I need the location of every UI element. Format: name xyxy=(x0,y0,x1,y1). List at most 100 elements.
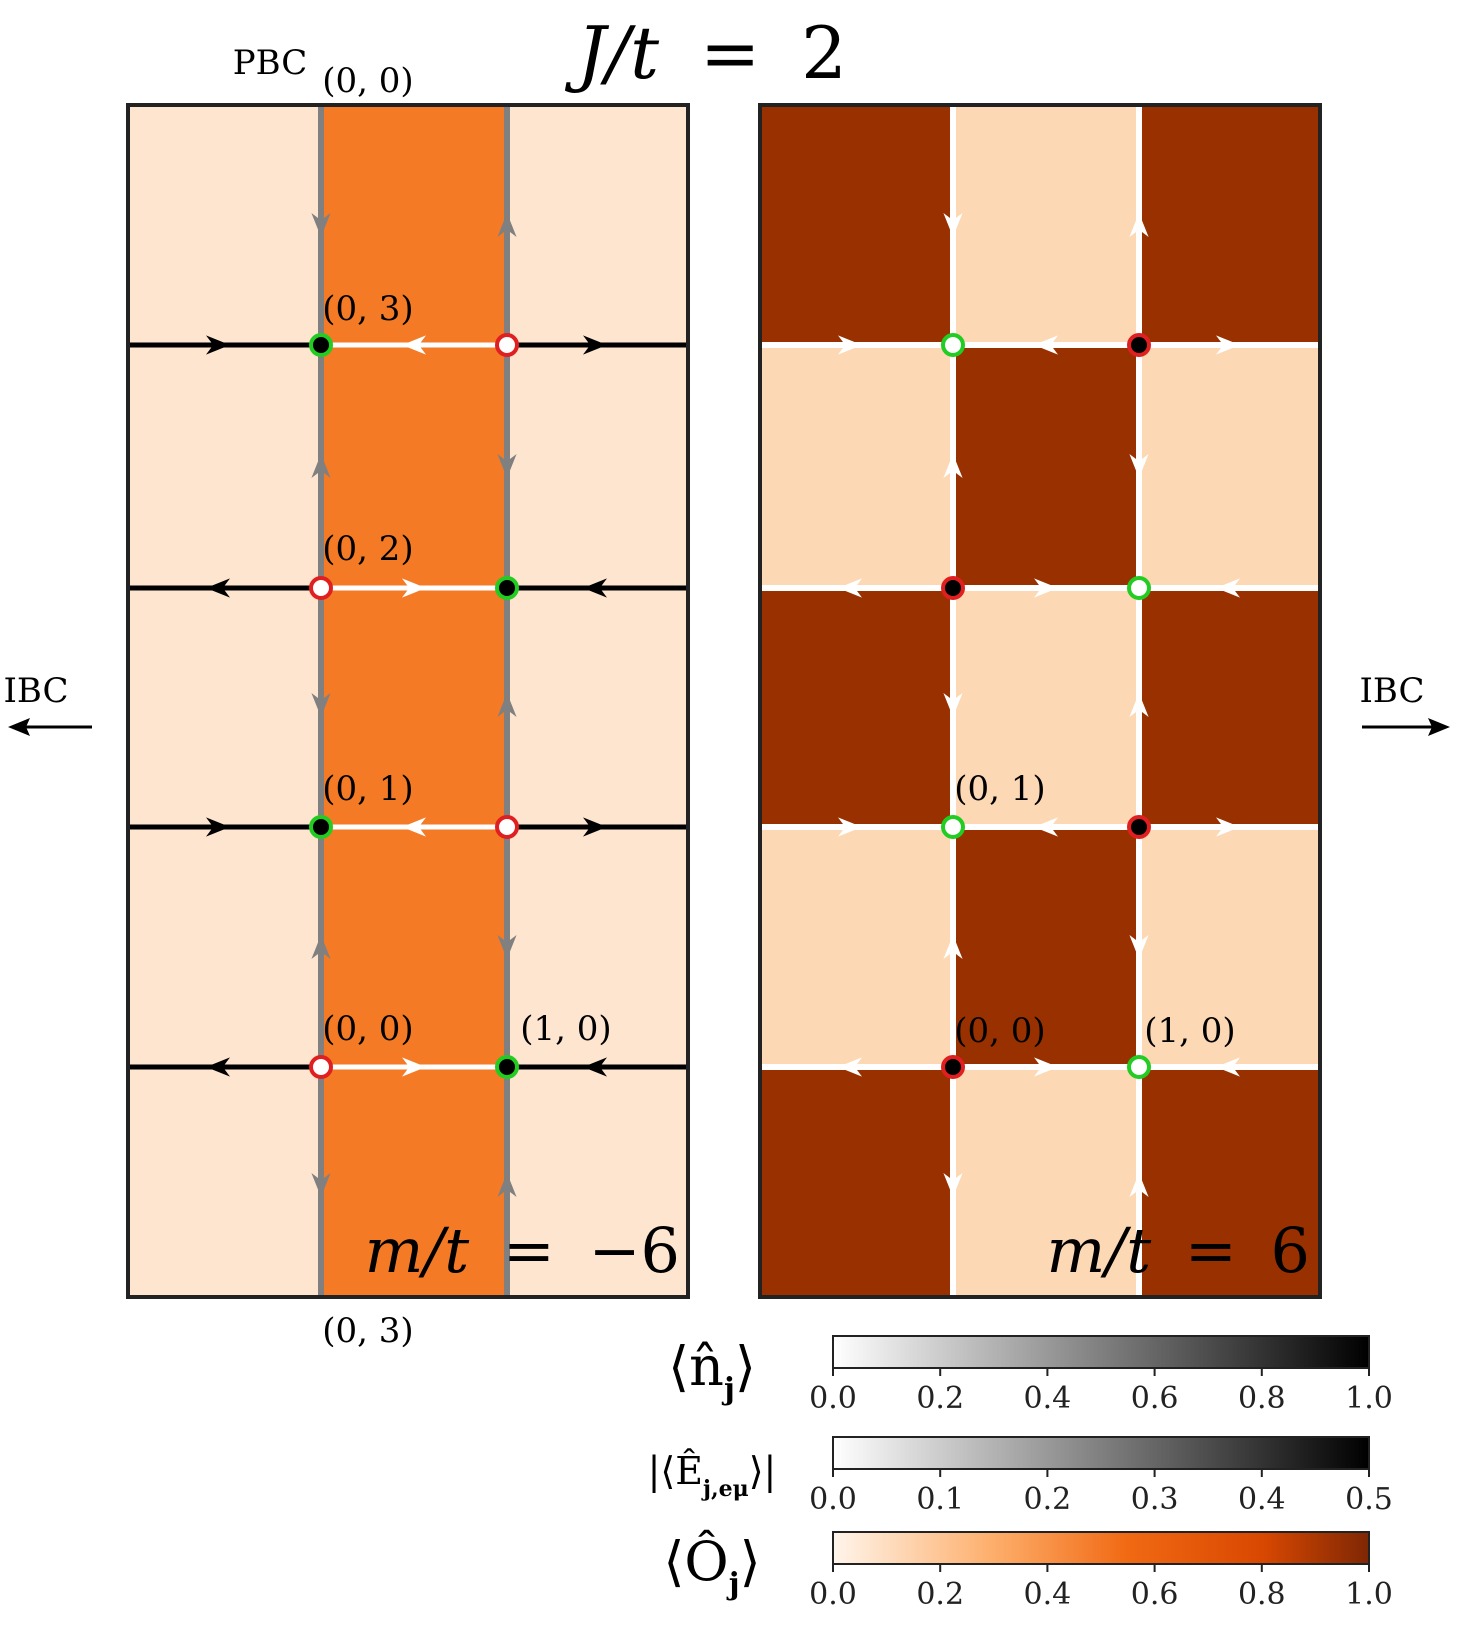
right-cell xyxy=(953,345,1139,588)
ibc-left-label: IBC xyxy=(3,671,68,711)
colorbar-tick-label: 0.2 xyxy=(916,1577,964,1612)
colorbar-field-bar xyxy=(832,1436,1370,1470)
right-site xyxy=(941,1055,965,1079)
colorbar-field-ticks: 0.0 0.1 0.2 0.3 0.4 0.5 xyxy=(809,1469,1393,1517)
right-mass-label: m/t = 6 xyxy=(1047,1214,1310,1287)
left-site xyxy=(309,333,333,357)
colorbar-tick-label: 0.3 xyxy=(1131,1482,1179,1517)
colorbar-tick-label: 0.2 xyxy=(1024,1482,1072,1517)
site-coordinate-label: (0, 0) xyxy=(322,1009,413,1049)
right-horizontal-arrow-icon xyxy=(1216,1057,1240,1077)
left-cell-column xyxy=(321,105,507,1297)
left-vertical-arrow-icon xyxy=(311,1173,331,1197)
right-site xyxy=(941,815,965,839)
site-coordinate-label: (0, 1) xyxy=(954,769,1045,809)
colorbar-tick-label: 0.4 xyxy=(1024,1381,1072,1416)
ibc-left-arrow-icon xyxy=(8,718,92,736)
right-cell-layer xyxy=(760,105,1320,1297)
colorbar-tick-label: 1.0 xyxy=(1345,1577,1393,1612)
colorbar-tick-label: 0.2 xyxy=(916,1381,964,1416)
right-vertical-arrow-icon xyxy=(1129,454,1149,478)
colorbar-field: |⟨Êj,eμ⟩| 0.0 0.1 0.2 0.3 0.4 0.5 xyxy=(648,1436,1393,1517)
panel-mass-positive: m/t = 6 xyxy=(758,103,1322,1299)
colorbar-tick-label: 0.1 xyxy=(916,1482,964,1517)
left-vertical-arrow-icon xyxy=(311,454,331,478)
right-horizontal-arrow-icon xyxy=(838,1057,862,1077)
left-site xyxy=(495,333,519,357)
top-coord-label: (0, 0) xyxy=(322,61,413,101)
right-cell xyxy=(760,105,953,345)
title-eq: = xyxy=(700,11,760,95)
right-cell xyxy=(1139,345,1320,588)
figure-title: J/t = 2 xyxy=(564,11,847,95)
left-vertical-arrow-icon xyxy=(311,935,331,959)
right-cell xyxy=(953,827,1139,1067)
left-inner-arrow-icon xyxy=(402,1057,426,1077)
right-cell xyxy=(953,1067,1139,1297)
left-horizontal-arrow-icon xyxy=(583,578,607,598)
right-horizontal-arrow-icon xyxy=(1216,335,1240,355)
left-inner-arrow-icon xyxy=(402,817,426,837)
right-inner-arrow-icon xyxy=(1034,578,1058,598)
left-site xyxy=(309,815,333,839)
right-lattice xyxy=(760,105,1320,1297)
colorbar-tick-label: 0.0 xyxy=(809,1381,857,1416)
left-horizontal-arrow-icon xyxy=(206,1057,230,1077)
left-site xyxy=(495,576,519,600)
ibc-right-arrow-icon xyxy=(1362,718,1450,736)
colorbar-tick-label: 0.6 xyxy=(1131,1381,1179,1416)
left-vertical-arrow-icon xyxy=(497,1173,517,1197)
colorbar-tick-label: 1.0 xyxy=(1345,1381,1393,1416)
right-cell xyxy=(760,1067,953,1297)
left-horizontal-arrow-icon xyxy=(583,335,607,355)
colorbar-density: ⟨n̂j⟩ 0.0 0.2 0.4 0.6 0.8 1.0 xyxy=(668,1335,1393,1416)
right-vertical-arrow-icon xyxy=(1129,935,1149,959)
left-vertical-arrow-icon xyxy=(497,213,517,237)
left-vertical-arrow-icon xyxy=(311,693,331,717)
right-inner-arrow-icon xyxy=(1034,335,1058,355)
site-coordinate-label: (0, 2) xyxy=(322,529,413,569)
right-cell xyxy=(760,345,953,588)
left-inner-arrow-icon xyxy=(402,578,426,598)
colorbar-tick-label: 0.0 xyxy=(809,1482,857,1517)
left-vertical-arrow-icon xyxy=(497,693,517,717)
right-vertical-arrow-icon xyxy=(1129,213,1149,237)
site-coordinate-label: (0, 3) xyxy=(322,289,413,329)
panel-mass-negative: m/t = −6 xyxy=(126,103,690,1299)
right-cell xyxy=(953,588,1139,827)
right-site xyxy=(1127,815,1151,839)
colorbar-order-label: ⟨Ôj⟩ xyxy=(663,1529,760,1602)
title-lhs: J/t xyxy=(564,11,660,95)
left-panel-frame xyxy=(126,103,690,1299)
left-cell-column xyxy=(128,105,321,1297)
right-horizontal-arrow-icon xyxy=(838,578,862,598)
left-vertical-arrow-icon xyxy=(497,454,517,478)
left-horizontal-arrow-icon xyxy=(583,817,607,837)
colorbar-tick-label: 0.6 xyxy=(1131,1577,1179,1612)
left-horizontal-arrow-icon xyxy=(206,578,230,598)
left-lattice xyxy=(128,105,688,1297)
site-coordinate-label: (0, 1) xyxy=(322,769,413,809)
right-inner-arrow-icon xyxy=(1034,817,1058,837)
right-site xyxy=(1127,576,1151,600)
right-cell xyxy=(760,827,953,1067)
colorbar-order: ⟨Ôj⟩ 0.0 0.2 0.4 0.6 0.8 1.0 xyxy=(663,1529,1393,1612)
colorbar-density-ticks: 0.0 0.2 0.4 0.6 0.8 1.0 xyxy=(809,1368,1393,1416)
left-site xyxy=(495,815,519,839)
right-horizontal-arrow-icon xyxy=(1216,817,1240,837)
right-cell xyxy=(953,105,1139,345)
right-horizontal-arrow-icon xyxy=(1216,578,1240,598)
site-coordinate-label: (1, 0) xyxy=(520,1009,611,1049)
colorbar-order-bar xyxy=(832,1531,1370,1565)
title-rhs: 2 xyxy=(801,11,847,95)
colorbar-tick-label: 0.4 xyxy=(1238,1482,1286,1517)
left-site xyxy=(309,1055,333,1079)
right-site xyxy=(1127,333,1151,357)
left-mass-label: m/t = −6 xyxy=(365,1214,680,1287)
colorbar-tick-label: 0.8 xyxy=(1238,1577,1286,1612)
right-cell xyxy=(1139,588,1320,827)
colorbar-tick-label: 0.0 xyxy=(809,1577,857,1612)
right-horizontal-arrow-icon xyxy=(838,817,862,837)
ibc-right-label: IBC xyxy=(1359,671,1424,711)
